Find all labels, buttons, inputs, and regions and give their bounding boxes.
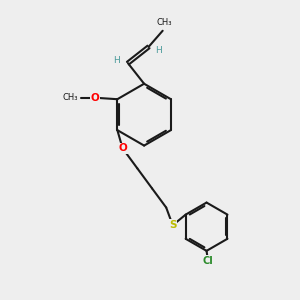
Text: CH₃: CH₃ [156, 18, 172, 27]
Text: H: H [155, 46, 162, 55]
Text: O: O [91, 93, 100, 103]
Text: S: S [169, 220, 176, 230]
Text: Cl: Cl [203, 256, 213, 266]
Text: CH₃: CH₃ [62, 93, 78, 102]
Text: H: H [113, 56, 120, 65]
Text: O: O [118, 143, 127, 153]
